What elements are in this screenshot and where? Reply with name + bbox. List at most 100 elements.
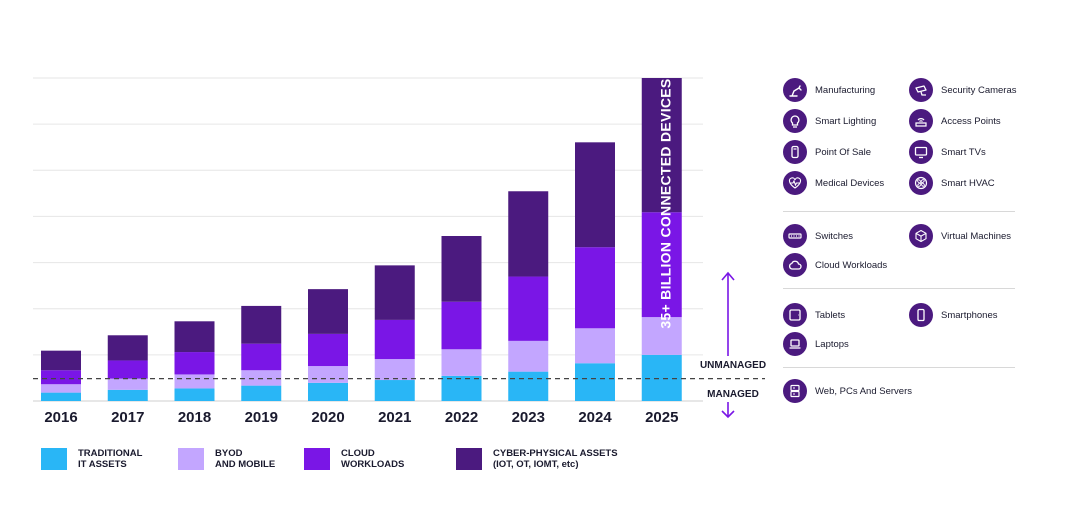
bar-segment-2016-s1 bbox=[41, 384, 81, 393]
bar-segment-2021-s1 bbox=[374, 359, 415, 381]
bar-segment-2019-s2 bbox=[241, 343, 282, 371]
device-item: Switches bbox=[783, 224, 853, 248]
bar-segment-2017-s2 bbox=[107, 360, 148, 379]
legend-item: BYOD AND MOBILE bbox=[178, 448, 375, 470]
x-tick-label-2019: 2019 bbox=[245, 409, 278, 426]
legend-swatch bbox=[304, 448, 330, 470]
bars bbox=[41, 78, 682, 401]
legend-swatch bbox=[178, 448, 204, 470]
security-camera-icon bbox=[909, 78, 933, 102]
legend-swatch bbox=[41, 448, 67, 470]
x-tick-label-2017: 2017 bbox=[111, 409, 144, 426]
bar-segment-2016-s3 bbox=[41, 350, 81, 371]
unmanaged-label: UNMANAGED bbox=[700, 360, 766, 371]
device-item: Security Cameras bbox=[909, 78, 1017, 102]
tv-icon bbox=[909, 140, 933, 164]
device-item: Cloud Workloads bbox=[783, 253, 887, 277]
server-icon bbox=[783, 379, 807, 403]
legend-label: CYBER-PHYSICAL ASSETS (IOT, OT, IOMT, etc… bbox=[493, 448, 618, 470]
legend-label: CLOUD WORKLOADS bbox=[341, 448, 405, 470]
device-item: Smart TVs bbox=[909, 140, 986, 164]
device-item: Tablets bbox=[783, 303, 845, 327]
device-label: Manufacturing bbox=[815, 84, 876, 96]
bar-segment-2020-s2 bbox=[308, 333, 348, 367]
x-tick-label-2023: 2023 bbox=[512, 409, 545, 426]
device-label: Web, PCs And Servers bbox=[815, 385, 912, 397]
laptop-icon bbox=[783, 332, 807, 356]
bar-segment-2019-s3 bbox=[241, 305, 282, 344]
bar-segment-2022-s0 bbox=[441, 375, 482, 401]
device-item: Point Of Sale bbox=[783, 140, 871, 164]
legend-item: CYBER-PHYSICAL ASSETS (IOT, OT, IOMT, etc… bbox=[456, 448, 653, 470]
bar-segment-2024-s1 bbox=[575, 328, 615, 364]
device-item: Smartphones bbox=[909, 303, 998, 327]
bar-segment-2016-s2 bbox=[41, 370, 81, 385]
device-label: Smart HVAC bbox=[941, 177, 995, 189]
bar-segment-2023-s0 bbox=[508, 371, 549, 401]
x-tick-label-2018: 2018 bbox=[178, 409, 211, 426]
cube-icon bbox=[909, 224, 933, 248]
device-label: Point Of Sale bbox=[815, 146, 871, 158]
group-divider bbox=[783, 288, 1015, 289]
device-label: Access Points bbox=[941, 115, 1001, 127]
robot-arm-icon bbox=[783, 78, 807, 102]
x-tick-label-2020: 2020 bbox=[311, 409, 344, 426]
legend-label: BYOD AND MOBILE bbox=[215, 448, 276, 470]
bar-segment-2017-s0 bbox=[107, 389, 148, 401]
bar-segment-2020-s0 bbox=[308, 382, 348, 401]
device-item: Virtual Machines bbox=[909, 224, 1011, 248]
bar-segment-2021-s2 bbox=[374, 319, 415, 360]
bar-segment-2016-s0 bbox=[41, 392, 81, 401]
bar-segment-2025-s1 bbox=[641, 317, 682, 355]
device-label: Cloud Workloads bbox=[815, 259, 888, 271]
device-item: Laptops bbox=[783, 332, 849, 356]
bar-segment-2017-s3 bbox=[107, 335, 148, 361]
legend-label: TRADITIONAL IT ASSETS bbox=[78, 448, 143, 470]
bar-segment-2024-s0 bbox=[575, 363, 615, 401]
heartbeat-icon bbox=[783, 171, 807, 195]
bar-segment-2023-s2 bbox=[508, 276, 549, 341]
bar-segment-2024-s2 bbox=[575, 247, 615, 329]
pos-terminal-icon bbox=[783, 140, 807, 164]
device-item: Medical Devices bbox=[783, 171, 884, 195]
bar-segment-2018-s1 bbox=[174, 374, 215, 389]
smartphone-icon bbox=[909, 303, 933, 327]
group-divider bbox=[783, 211, 1015, 212]
device-item: Web, PCs And Servers bbox=[783, 379, 912, 403]
legend-swatch bbox=[456, 448, 482, 470]
up-arrow-icon bbox=[721, 271, 735, 356]
down-arrow-icon bbox=[721, 402, 735, 419]
network-switch-icon bbox=[783, 224, 807, 248]
device-item: Access Points bbox=[909, 109, 1001, 133]
device-label: Medical Devices bbox=[815, 177, 885, 189]
banner-label: 35+ BILLION CONNECTED DEVICES bbox=[657, 78, 673, 328]
device-label: Laptops bbox=[815, 338, 849, 350]
tablet-icon bbox=[783, 303, 807, 327]
x-axis-labels: 2016 2017 2018 2019 2020 2021 2022 2023 2024 2025 bbox=[44, 409, 678, 426]
device-item: Manufacturing bbox=[783, 78, 875, 102]
bar-segment-2023-s1 bbox=[508, 340, 549, 372]
device-label: Virtual Machines bbox=[941, 230, 1012, 242]
device-label: Smartphones bbox=[941, 309, 998, 321]
managed-label: MANAGED bbox=[707, 389, 759, 400]
legend-item: CLOUD WORKLOADS bbox=[304, 448, 501, 470]
bar-segment-2024-s3 bbox=[575, 142, 615, 248]
bar-segment-2022-s1 bbox=[441, 349, 482, 376]
bar-segment-2022-s3 bbox=[441, 236, 482, 302]
device-item: Smart HVAC bbox=[909, 171, 995, 195]
light-bulb-icon bbox=[783, 109, 807, 133]
x-tick-label-2025: 2025 bbox=[645, 409, 678, 426]
bar-segment-2018-s3 bbox=[174, 321, 215, 353]
bar-segment-2021-s0 bbox=[374, 380, 415, 401]
cloud-icon bbox=[783, 253, 807, 277]
device-item: Smart Lighting bbox=[783, 109, 876, 133]
device-label: Tablets bbox=[815, 309, 846, 321]
fan-icon bbox=[909, 171, 933, 195]
device-label: Smart Lighting bbox=[815, 115, 877, 127]
x-tick-label-2022: 2022 bbox=[445, 409, 478, 426]
bar-segment-2025-s3 bbox=[641, 78, 682, 213]
bar-segment-2025-s2 bbox=[641, 212, 682, 318]
bar-segment-2018-s2 bbox=[174, 352, 215, 375]
x-tick-label-2024: 2024 bbox=[578, 409, 612, 426]
